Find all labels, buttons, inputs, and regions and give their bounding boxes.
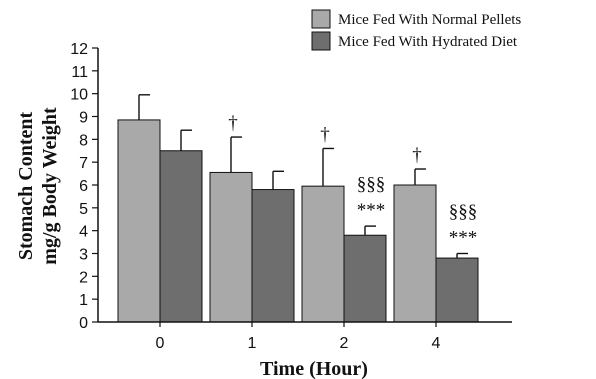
y-tick-label: 2 [79, 269, 88, 286]
significance-annotation: † [228, 113, 238, 134]
error-bar-mice-fed-with-hydrated-diet-t0 [180, 129, 192, 151]
y-tick-label: 7 [79, 155, 88, 172]
significance-annotation: §§§ [357, 174, 386, 195]
significance-annotation: §§§ [449, 202, 478, 223]
y-tick-label: 3 [79, 247, 88, 264]
bar-mice-fed-with-hydrated-diet-t2 [343, 234, 387, 323]
error-bar-mice-fed-with-hydrated-diet-t4 [456, 252, 468, 259]
x-tick-label: 4 [432, 335, 441, 352]
x-axis-title: Time (Hour) [260, 358, 368, 379]
significance-annotation: † [320, 124, 330, 145]
y-tick-label: 5 [79, 201, 88, 218]
bar-mice-fed-with-hydrated-diet-t1 [251, 189, 295, 323]
bar-mice-fed-with-normal-pellets-t1 [209, 171, 253, 323]
legend-swatch-normal-pellets [311, 9, 331, 29]
x-tick-label: 1 [248, 335, 257, 352]
bar-mice-fed-with-hydrated-diet-t0 [159, 150, 203, 323]
significance-annotation: *** [357, 200, 386, 221]
legend: Mice Fed With Normal Pellets Mice Fed Wi… [311, 9, 521, 51]
bar-mice-fed-with-normal-pellets-t4 [393, 184, 437, 323]
legend-label-hydrated-diet: Mice Fed With Hydrated Diet [338, 34, 518, 50]
error-bar-mice-fed-with-normal-pellets-t0 [138, 94, 150, 120]
annotations-layer: † † † §§§ *** §§§ *** [228, 113, 477, 248]
y-axis-title-line-1: Stomach Content [15, 112, 37, 261]
y-tick-label: 11 [71, 64, 88, 81]
y-tick-label: 12 [70, 41, 88, 58]
error-bar-mice-fed-with-hydrated-diet-t2 [364, 225, 376, 236]
y-tick-label: 9 [79, 110, 88, 127]
y-tick-label: 1 [79, 292, 88, 309]
bar-mice-fed-with-normal-pellets-t2 [301, 185, 345, 323]
error-bar-mice-fed-with-normal-pellets-t4 [414, 168, 426, 185]
bar-mice-fed-with-hydrated-diet-t4 [435, 257, 479, 323]
bars-layer [117, 119, 479, 323]
x-ticks-layer: 0 1 2 4 [156, 322, 441, 352]
y-tick-label: 4 [79, 224, 88, 241]
y-tick-label: 0 [79, 315, 88, 332]
x-tick-label: 0 [156, 335, 165, 352]
bar-mice-fed-with-normal-pellets-t0 [117, 119, 161, 323]
significance-annotation: † [412, 145, 422, 166]
x-tick-label: 2 [340, 335, 349, 352]
error-bar-mice-fed-with-hydrated-diet-t1 [272, 170, 284, 190]
legend-label-normal-pellets: Mice Fed With Normal Pellets [338, 12, 521, 28]
error-bar-mice-fed-with-normal-pellets-t2 [322, 147, 334, 187]
y-tick-label: 8 [79, 132, 88, 149]
y-tick-label: 6 [79, 178, 88, 195]
legend-swatch-hydrated-diet [311, 31, 331, 51]
y-axis-title-line-2: mg/g Body Weight [39, 107, 61, 265]
error-bar-mice-fed-with-normal-pellets-t1 [230, 136, 242, 173]
error-bars-layer [138, 94, 468, 259]
y-tick-label: 10 [70, 87, 88, 104]
significance-annotation: *** [449, 228, 478, 249]
